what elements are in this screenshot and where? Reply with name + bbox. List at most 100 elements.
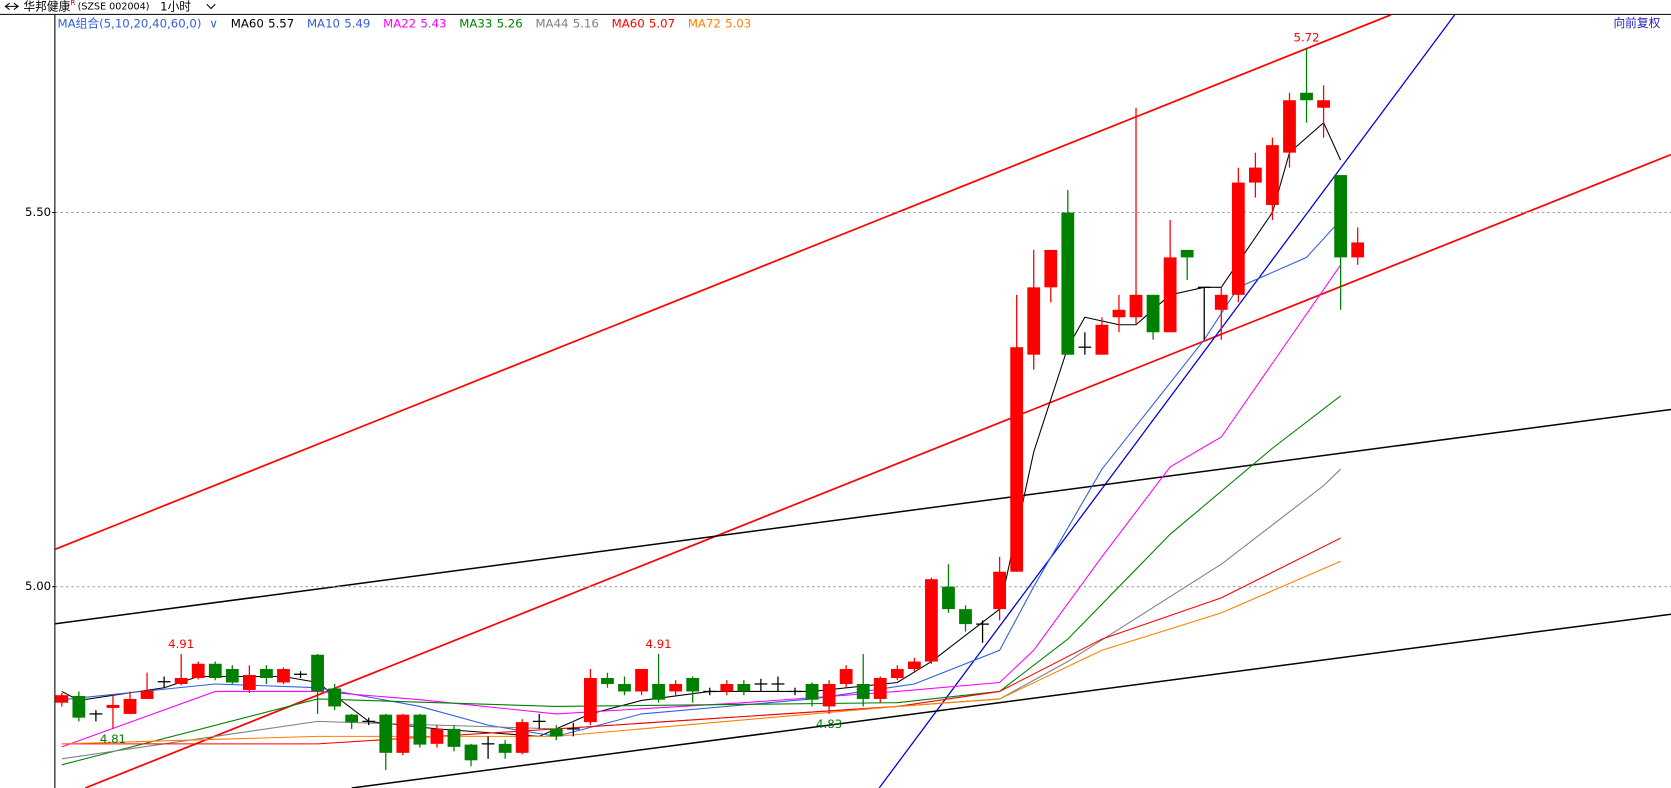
candle-body [447,728,461,747]
legend-caret: ∨ [209,16,218,30]
candle-body [652,683,665,700]
candle-body [737,683,751,692]
header-title: 华邦健康R (SZSE 002004) 1小时 [23,0,191,13]
candle-body [839,669,853,684]
legend-value: 5.26 [497,16,523,30]
candle-body [174,677,188,684]
stock-mark: R [70,0,75,7]
legend-name: MA60 [231,16,264,30]
ma-line [61,560,1341,745]
candle-body [1112,309,1126,318]
trend-lines [55,14,1671,788]
high-label: 4.91 [168,637,194,651]
candle-body [413,714,427,745]
ma-line [61,537,1341,745]
candle-body [1095,324,1109,355]
candle-body [464,744,478,761]
legend-name: MA72 [688,16,721,30]
candle-body [686,677,700,692]
candle-body [1334,175,1348,258]
trend-line [55,14,1392,550]
period-caret[interactable] [206,3,216,10]
low-label: 4.81 [100,732,126,746]
adjust-mode[interactable]: 向前复权 [1613,16,1660,30]
high-label: 4.91 [646,637,672,651]
candle-body [1248,167,1262,183]
candle-body [1214,294,1228,310]
candle-body [1180,249,1194,258]
stock-code: (SZSE 002004) [78,1,150,12]
legend-value: 5.16 [573,16,599,30]
candle-body [1231,182,1245,295]
candle-body [1300,92,1313,101]
legend-name: MA22 [383,16,416,30]
trend-line [878,14,1456,788]
legend-name: MA33 [459,16,492,30]
candle-body [669,683,683,692]
candle-body [720,683,734,692]
legend-value: 5.57 [268,16,294,30]
candle-body [890,669,904,678]
candle-body [907,661,921,670]
candle-body [549,728,563,737]
candle-body [328,688,342,707]
candle-body [430,728,444,744]
period-select[interactable]: 1小时 [160,0,191,13]
legend-name: MA10 [307,16,340,30]
candle-body [1146,294,1160,333]
y-tick-label: 5.50 [25,205,51,219]
candle-body [311,654,324,692]
candle-body [822,683,836,707]
candle-body [942,586,955,610]
candle-body [1061,212,1075,355]
candle-body [72,695,86,718]
candle-body [618,683,631,692]
legend-value: 5.03 [725,16,751,30]
trend-line [84,153,1671,788]
candle-body [1266,145,1279,206]
candle-body [260,669,273,678]
candle-body [498,743,512,753]
candle-body [1027,287,1041,355]
legend-value: 5.07 [649,16,675,30]
candle-body [345,714,359,723]
legend-value: 5.49 [344,16,370,30]
candle-body [140,690,154,699]
candle-body [1163,257,1177,333]
candle-body [601,677,614,684]
candle-body [55,695,69,703]
candle-body [379,714,393,753]
candle-body [106,704,120,708]
candle-body [208,663,222,678]
legend-name: MA44 [535,16,568,30]
candle-body [873,677,887,699]
legend-value: 5.43 [420,16,446,30]
candle-body [1129,294,1143,318]
candle-body [1044,249,1058,288]
candle-body [1010,347,1024,572]
legend-name: MA60 [612,16,645,30]
candle-body [856,683,870,699]
candle-body [191,663,205,678]
candle-body [515,722,529,753]
candle-body [277,669,290,683]
stock-name: 华邦健康 [23,0,70,13]
high-label: 5.72 [1293,31,1319,45]
candle-body [805,683,819,700]
candle-body [959,609,972,625]
candle-body [925,579,938,662]
indicator-set[interactable]: MA组合(5,10,20,40,60,0) [58,16,202,30]
indicator-legend: MA组合(5,10,20,40,60,0) ∨ MA60 5.57 MA10 5.49 M… [58,16,752,30]
candle-body [993,571,1007,610]
candle-body [1351,242,1365,258]
y-tick-label: 5.00 [25,579,51,593]
candle-body [1283,100,1296,153]
trend-line [351,613,1671,788]
low-label: 4.83 [816,717,842,731]
candle-body [1317,100,1330,108]
candle-body [396,714,410,753]
candle-body [583,677,597,723]
